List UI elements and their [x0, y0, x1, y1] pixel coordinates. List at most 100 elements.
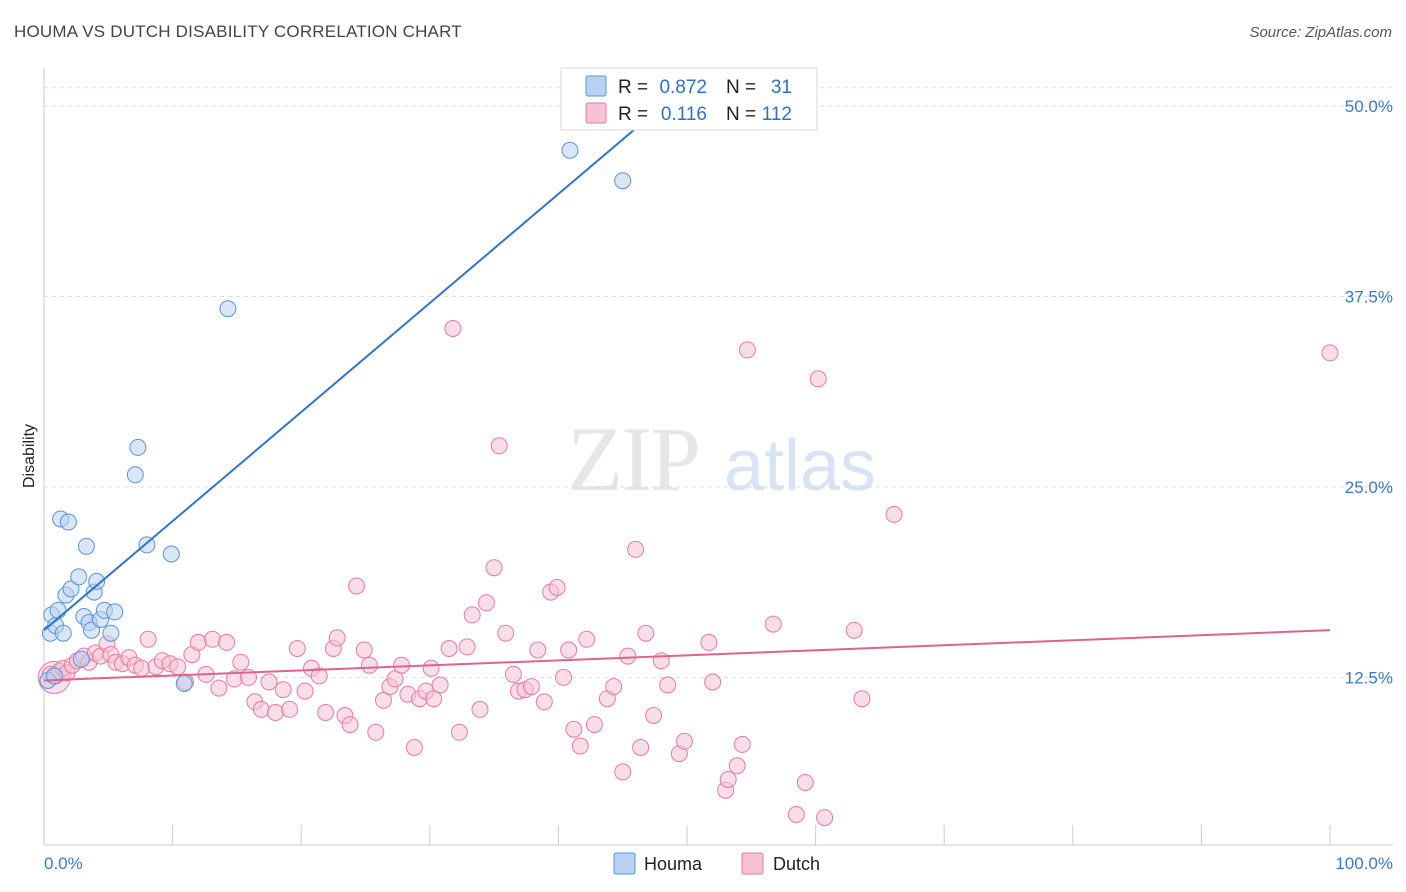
legend-r-label-dutch: R =	[618, 104, 648, 125]
dutch-point	[463, 606, 481, 624]
houma-point	[72, 650, 90, 668]
houma-point	[70, 568, 88, 586]
series-legend: Houma Dutch	[613, 852, 820, 875]
y-tick-label: 37.5%	[1345, 288, 1393, 307]
legend-swatch-houma	[585, 75, 607, 97]
dutch-point	[296, 682, 314, 700]
dutch-point	[504, 665, 522, 683]
dutch-point	[885, 505, 903, 523]
dutch-point	[471, 700, 489, 718]
dutch-point	[450, 723, 468, 741]
dutch-series	[37, 320, 1339, 827]
houma-point	[138, 536, 156, 554]
dutch-point	[341, 716, 359, 734]
dutch-point	[853, 690, 871, 708]
dutch-point	[652, 652, 670, 670]
dutch-point	[189, 633, 207, 651]
dutch-point	[348, 577, 365, 595]
dutch-point	[328, 629, 346, 647]
dutch-point	[555, 668, 572, 686]
dutch-point	[440, 640, 458, 657]
houma-point	[54, 624, 72, 642]
dutch-point	[605, 678, 623, 696]
houma-point	[129, 438, 147, 456]
dutch-point	[169, 658, 187, 676]
legend-n-value-houma: 31	[771, 77, 792, 98]
dutch-point	[490, 437, 508, 455]
legend-r-label-houma: R =	[618, 77, 648, 98]
dutch-point	[645, 707, 663, 724]
dutch-point	[733, 735, 751, 753]
dutch-point	[267, 704, 284, 721]
bottom-legend-swatch-dutch	[741, 852, 764, 875]
dutch-point	[659, 676, 677, 694]
dutch-point	[317, 704, 335, 721]
y-tick-label: 25.0%	[1345, 478, 1393, 497]
watermark-atlas: atlas	[724, 426, 876, 506]
houma-point	[175, 675, 193, 692]
houma-series	[39, 141, 632, 692]
dutch-point	[232, 653, 250, 671]
dutch-point	[477, 594, 495, 612]
dutch-point	[274, 681, 292, 699]
dutch-point	[529, 641, 547, 659]
bottom-legend-label-houma: Houma	[644, 854, 703, 874]
dutch-point	[204, 630, 221, 648]
dutch-point	[218, 633, 236, 651]
dutch-point	[310, 667, 328, 685]
houma-point	[88, 572, 106, 590]
dutch-point	[560, 641, 578, 659]
dutch-point	[360, 656, 378, 674]
dutch-point	[565, 720, 583, 738]
correlation-legend: R = 0.872 N = 31 R = 0.116 N = 112	[560, 67, 818, 131]
dutch-point	[738, 341, 756, 359]
dutch-point	[704, 673, 722, 691]
dutch-point	[585, 716, 603, 734]
grid-lines	[44, 87, 1393, 678]
x-tick-label-min: 0.0%	[44, 854, 83, 873]
y-tick-labels: 12.5% 25.0% 37.5% 50.0%	[1345, 97, 1393, 687]
dutch-point	[719, 771, 737, 788]
dutch-point	[700, 633, 718, 651]
dutch-point	[619, 647, 637, 665]
y-axis-label: Disability	[21, 424, 38, 488]
houma-point	[106, 603, 124, 621]
dutch-point	[425, 690, 443, 708]
bottom-legend-label-dutch: Dutch	[773, 854, 820, 874]
dutch-point	[809, 370, 827, 388]
dutch-point	[764, 615, 782, 633]
dutch-trend-line	[43, 629, 1331, 682]
x-tick-label-max: 100.0%	[1335, 854, 1393, 873]
dutch-point	[728, 757, 746, 775]
dutch-point	[375, 691, 392, 709]
dutch-point	[422, 659, 440, 677]
houma-point	[62, 580, 80, 598]
y-tick-label: 12.5%	[1345, 668, 1393, 687]
dutch-point	[845, 621, 863, 639]
houma-point	[45, 667, 63, 685]
dutch-point	[816, 809, 834, 827]
dutch-point	[444, 320, 462, 337]
source-label: Source: ZipAtlas.com	[1249, 24, 1392, 41]
dutch-point	[535, 693, 553, 711]
dutch-point	[485, 559, 503, 577]
houma-point	[126, 466, 144, 484]
dutch-point	[522, 678, 540, 696]
dutch-point	[796, 774, 814, 791]
houma-point	[219, 300, 237, 318]
dutch-point	[497, 624, 515, 642]
dutch-point	[632, 739, 650, 756]
dutch-point	[133, 659, 151, 677]
trend-lines	[43, 111, 1331, 682]
dutch-point	[458, 638, 476, 656]
legend-r-value-dutch: 0.116	[661, 104, 707, 125]
watermark-zip: ZIP	[567, 408, 699, 510]
dutch-point	[393, 656, 410, 674]
houma-point	[77, 537, 95, 555]
dutch-point	[675, 732, 693, 750]
dutch-point	[431, 676, 449, 694]
dutch-point	[386, 670, 404, 688]
dutch-point	[288, 640, 306, 657]
legend-n-label-dutch: N =	[726, 104, 756, 125]
dutch-point	[139, 630, 157, 648]
